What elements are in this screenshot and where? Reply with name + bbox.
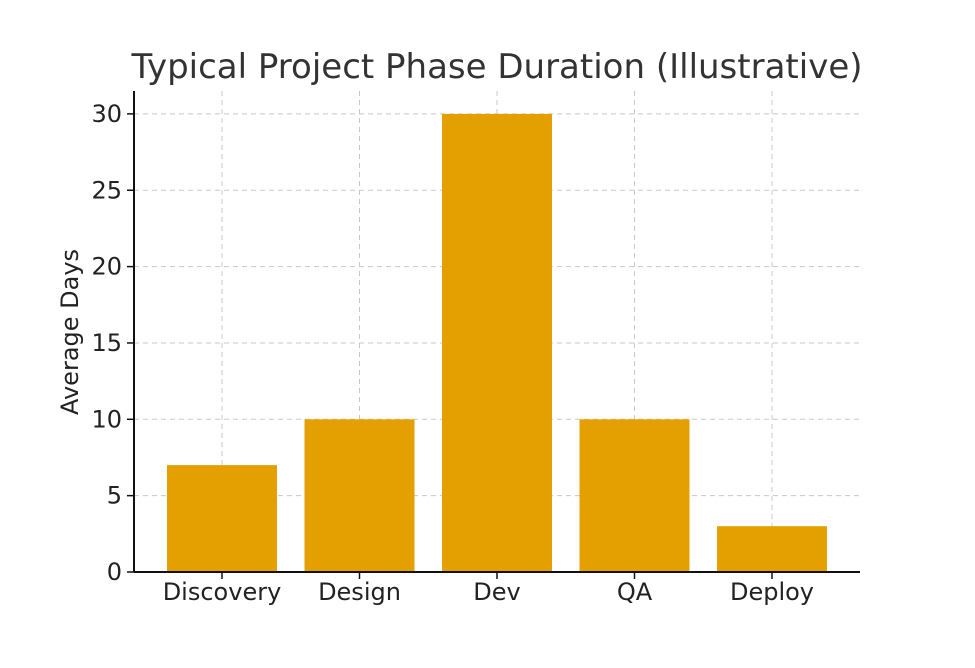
y-axis-label: Average Days <box>56 249 84 415</box>
y-tick-label-1: 5 <box>107 482 122 510</box>
y-tick-label-6: 30 <box>91 100 122 128</box>
y-tick-label-5: 25 <box>91 176 122 204</box>
y-tick-label-2: 10 <box>91 405 122 433</box>
chart-title: Typical Project Phase Duration (Illustra… <box>130 47 862 87</box>
bar-qa <box>579 419 690 572</box>
x-tick-label-qa: QA <box>617 578 653 606</box>
y-tick-label-3: 15 <box>91 329 122 357</box>
x-tick-label-design: Design <box>318 578 401 606</box>
ticks-layer: 0 5 10 15 20 25 30 Discovery Design Dev QA Deploy <box>91 100 814 606</box>
x-tick-label-discovery: Discovery <box>163 578 282 606</box>
bar-design <box>304 419 415 572</box>
bar-dev <box>442 113 552 573</box>
bars-layer <box>167 113 827 573</box>
x-tick-label-dev: Dev <box>473 578 520 606</box>
y-tick-label-0: 0 <box>107 558 122 586</box>
bar-deploy <box>717 526 827 572</box>
y-tick-label-4: 20 <box>91 253 122 281</box>
bar-discovery <box>167 465 277 572</box>
x-tick-label-deploy: Deploy <box>730 578 814 606</box>
